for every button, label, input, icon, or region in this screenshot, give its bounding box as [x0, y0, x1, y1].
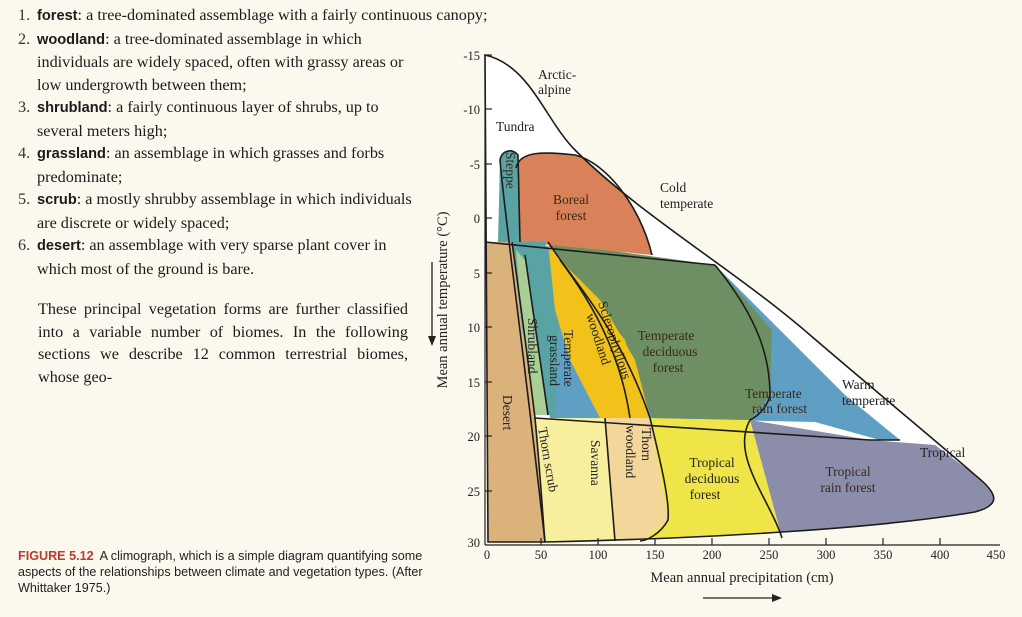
definition-grassland: : an assemblage in which grasses and for…: [37, 144, 385, 186]
x-tick-label: 50: [535, 548, 548, 562]
term-scrub: scrub: [37, 192, 77, 208]
region-tropical-rain-forest: [750, 420, 994, 538]
label-thorn-woodland: Thorn: [639, 428, 654, 461]
label-cold-temperate: temperate: [660, 196, 713, 211]
label-tropical: Tropical: [920, 445, 966, 460]
body-paragraph: These principal vegetation forms are fur…: [38, 300, 408, 386]
biome-labels: Arctic- alpine Tundra Steppe Boreal fore…: [496, 67, 966, 502]
label-desert: Desert: [500, 395, 515, 430]
y-tick-label: 30: [468, 536, 481, 550]
list-item-forest: 1. forest: a tree-dominated assemblage w…: [18, 4, 658, 28]
term-woodland: woodland: [37, 31, 106, 48]
list-number: 5.: [18, 190, 31, 208]
list-item-grassland: 4. grassland: an assemblage in which gra…: [18, 142, 418, 188]
definition-forest: : a tree-dominated assemblage with a fai…: [77, 6, 488, 24]
term-forest: forest: [37, 8, 78, 24]
label-shrubland: Shrubland: [525, 318, 540, 374]
region-tropical-deciduous-forest: [640, 418, 782, 541]
x-tick-labels: 0 50 100 150 200 250 300 350 400 450: [484, 548, 1006, 562]
label-boreal-forest: forest: [556, 208, 587, 223]
list-item-desert: 6. desert: an assemblage with very spars…: [18, 234, 418, 280]
label-boreal-forest: Boreal: [553, 192, 589, 207]
region-temperate-deciduous-forest: [548, 242, 772, 420]
list-number: 1.: [18, 6, 31, 24]
y-tick-label: -15: [463, 49, 480, 63]
definition-woodland: : a tree-dominated assemblage in which i…: [37, 29, 404, 94]
label-tropical-rain-forest: rain forest: [820, 480, 875, 495]
region-thorn-woodland: [605, 418, 668, 541]
x-tick-label: 350: [874, 548, 893, 562]
x-tick-label: 250: [760, 548, 779, 562]
definition-scrub: : a mostly shrubby assemblage in which i…: [37, 190, 412, 232]
list-item-shrubland: 3. shrubland: a fairly continuous layer …: [18, 96, 418, 142]
x-tick-label: 450: [987, 548, 1006, 562]
y-tick-label: 10: [468, 321, 481, 335]
label-tropical-deciduous-forest: Tropical: [689, 455, 735, 470]
x-tick-label: 300: [817, 548, 836, 562]
label-temperate-rain-forest: Temperate: [745, 386, 802, 401]
term-grassland: grassland: [37, 146, 106, 162]
caption-text: A climograph, which is a simple diagram …: [18, 549, 423, 595]
y-tick-label: -5: [470, 158, 480, 172]
region-sclerophyllous-woodland: [560, 260, 650, 418]
figure-label: FIGURE 5.12: [18, 549, 94, 563]
y-tick-label: 0: [474, 212, 480, 226]
definition-shrubland: : a fairly continuous layer of shrubs, u…: [37, 98, 379, 140]
label-temperate-deciduous-forest: deciduous: [643, 344, 698, 359]
label-tropical-deciduous-forest: forest: [690, 487, 721, 502]
label-temperate-deciduous-forest: forest: [653, 360, 684, 375]
x-tick-label: 400: [931, 548, 950, 562]
y-tick-label: -10: [463, 103, 480, 117]
x-tick-label: 0: [484, 548, 490, 562]
label-temperate-grassland: grassland: [547, 335, 562, 386]
label-thorn-woodland: woodland: [623, 425, 638, 478]
y-tick-label: 15: [468, 376, 481, 390]
term-desert: desert: [37, 238, 81, 254]
definition-desert: : an assemblage with very sparse plant c…: [37, 236, 387, 278]
label-tundra: Tundra: [496, 119, 535, 134]
region-desert: [485, 242, 545, 542]
label-cold-temperate: Cold: [660, 180, 687, 195]
label-arctic-alpine: Arctic-: [538, 67, 577, 82]
list-number: 4.: [18, 144, 31, 162]
x-ticks: [540, 538, 941, 545]
label-warm-temperate: temperate: [842, 393, 895, 408]
label-tropical-deciduous-forest: deciduous: [685, 471, 740, 486]
list-number: 6.: [18, 236, 31, 254]
y-axis-arrow-icon: [428, 262, 436, 346]
x-axis-arrow-icon: [703, 594, 782, 602]
list-number: 3.: [18, 98, 31, 116]
label-temperate-rain-forest: rain forest: [752, 401, 807, 416]
label-steppe: Steppe: [503, 152, 518, 189]
y-tick-label: 25: [468, 485, 481, 499]
label-warm-temperate: Warm: [842, 377, 875, 392]
label-temperate-grassland: Temperate: [561, 330, 576, 387]
y-ticks: [485, 54, 492, 492]
x-tick-label: 150: [646, 548, 665, 562]
label-tropical-rain-forest: Tropical: [825, 464, 871, 479]
label-arctic-alpine: alpine: [538, 82, 571, 97]
x-tick-label: 200: [703, 548, 722, 562]
label-savanna: Savanna: [588, 440, 603, 486]
text-column: 1. forest: a tree-dominated assemblage w…: [18, 4, 488, 388]
y-tick-labels: -15 -10 -5 0 5 10 15 20 25 30: [463, 49, 480, 550]
region-boreal-forest: [516, 153, 652, 255]
list-number: 2.: [18, 29, 31, 48]
label-temperate-deciduous-forest: Temperate: [638, 328, 695, 343]
region-shrubland: [516, 250, 548, 415]
biome-regions: [485, 55, 994, 542]
y-tick-label: 20: [468, 430, 481, 444]
x-axis-label: Mean annual precipitation (cm): [650, 570, 833, 586]
term-shrubland: shrubland: [37, 100, 108, 116]
biome-boundaries: [484, 54, 995, 543]
y-axis-label: Mean annual temperature (°C): [435, 211, 451, 388]
figure-caption: FIGURE 5.12 A climograph, which is a simp…: [18, 548, 428, 596]
list-item-scrub: 5. scrub: a mostly shrubby assemblage in…: [18, 188, 418, 234]
y-tick-label: 5: [474, 267, 480, 281]
list-item-woodland: 2. woodland: a tree-dominated assemblage…: [18, 28, 418, 97]
x-tick-label: 100: [589, 548, 608, 562]
